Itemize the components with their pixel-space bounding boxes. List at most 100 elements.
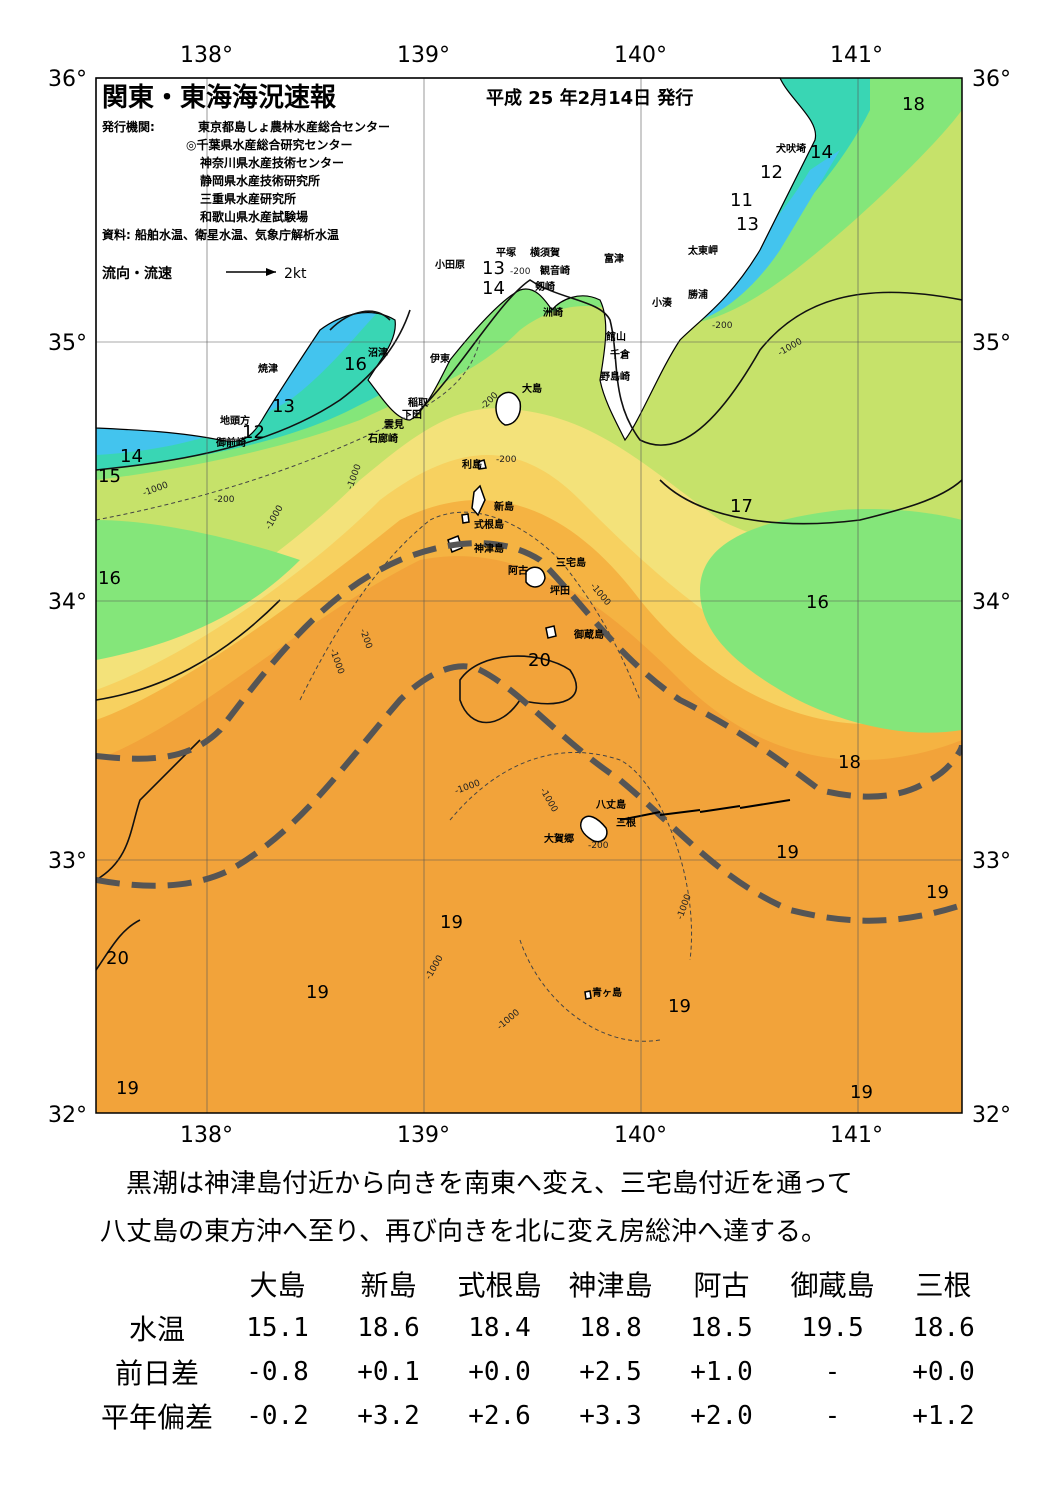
- row-label: 水温: [128, 1313, 185, 1346]
- place-label: 稲取: [408, 396, 429, 409]
- issuer-item: 神奈川県水産技術センター: [200, 155, 344, 170]
- table-cell: 18.6: [912, 1313, 975, 1343]
- issuer-item: 東京都島しょ農林水産総合センター: [198, 119, 390, 134]
- map-title: 関東・東海海況速報: [102, 83, 337, 113]
- sst-green-west: [96, 520, 300, 660]
- isotherms: [96, 279, 962, 971]
- column-header: 式根島: [457, 1269, 542, 1302]
- isotherm-label: 19: [306, 982, 329, 1003]
- table-corner: [92, 1262, 222, 1306]
- place-label: 青ヶ島: [592, 986, 622, 999]
- current-arrow: [659, 809, 701, 816]
- lon-label-bottom: 138°: [180, 1123, 233, 1148]
- place-label: 新島: [494, 500, 514, 513]
- place-label: 御蔵島: [573, 628, 604, 641]
- place-label: 小田原: [434, 258, 465, 271]
- table-cell: 15.1: [246, 1313, 309, 1343]
- legend-arrow-head: [266, 268, 276, 276]
- lat-label-right: 32°: [972, 1103, 1011, 1128]
- lon-label-top: 138°: [180, 43, 233, 68]
- lon-label-bottom: 140°: [614, 1123, 667, 1148]
- depth-label: -200: [214, 495, 235, 505]
- place-label: 野島崎: [600, 370, 630, 383]
- place-label: 三根: [616, 816, 636, 829]
- kuroshio-summary: 黒潮は神津島付近から向きを南東へ変え、三宅島付近を通って 八丈島の東方沖へ至り、…: [100, 1160, 1000, 1256]
- table-cell: -0.8: [246, 1357, 309, 1387]
- table-cell: 18.4: [468, 1313, 531, 1343]
- place-label: 下田: [402, 409, 422, 421]
- place-label: 伊東: [429, 352, 450, 365]
- isotherm-label: 19: [926, 882, 949, 903]
- isotherm-label: 11: [730, 190, 753, 211]
- isotherm-line: [96, 919, 141, 971]
- depth-contour: [449, 752, 693, 961]
- depth-contour: [519, 939, 661, 1042]
- isotherm-line: [659, 479, 962, 525]
- table-cell: 18.6: [357, 1313, 420, 1343]
- isotherm-labels: 18 14 12 11 13 13 14 16 13 12 14 15 17 1…: [98, 94, 949, 1103]
- place-label: 御前崎: [215, 436, 246, 449]
- table-cell: 18.5: [690, 1313, 753, 1343]
- place-label: 利島: [462, 458, 482, 471]
- table-cell: -: [824, 1401, 841, 1431]
- lon-label-top: 141°: [830, 43, 883, 68]
- legend-label: 流向・流速: [102, 265, 172, 282]
- place-label: 観音崎: [540, 264, 570, 277]
- isotherm-label: 13: [272, 396, 295, 417]
- place-label: 焼津: [258, 362, 278, 375]
- isotherm-label: 12: [242, 422, 265, 443]
- place-label: 八丈島: [595, 798, 626, 811]
- isotherm-line: [96, 739, 201, 881]
- grid: [96, 78, 962, 1113]
- isotherm-line: [96, 599, 281, 701]
- place-label: 千倉: [610, 348, 631, 361]
- isotherm-label: 12: [760, 162, 783, 183]
- isotherm-label: 20: [106, 948, 129, 969]
- axis-labels: 138° 139° 140° 141° 138° 139° 140° 141° …: [48, 43, 1011, 1148]
- place-label: 沼津: [368, 346, 388, 359]
- place-label: 大賀郷: [544, 832, 574, 845]
- lat-label-left: 35°: [48, 331, 87, 356]
- isotherm-label: 19: [850, 1082, 873, 1103]
- lat-label-left: 36°: [48, 67, 87, 92]
- place-label: 館山: [605, 330, 626, 343]
- lat-label-right: 33°: [972, 849, 1011, 874]
- table-cell: +2.0: [690, 1401, 753, 1431]
- place-label: 富津: [604, 252, 624, 265]
- lon-label-bottom: 139°: [397, 1123, 450, 1148]
- isotherm-label: 19: [440, 912, 463, 933]
- table-cell: +3.3: [579, 1401, 642, 1431]
- table-cell: -0.2: [246, 1401, 309, 1431]
- land-oshima: [495, 391, 522, 426]
- land-honshu: [95, 77, 817, 442]
- table-row: 水温 15.1 18.6 18.4 18.8 18.5 19.5 18.6: [92, 1306, 999, 1350]
- place-names: 小田原 平塚 横須賀 観音崎 富津 剱崎 洲崎 館山 千倉 野島崎 犬吠埼 太東…: [215, 142, 806, 999]
- table-cell: 18.8: [579, 1313, 642, 1343]
- lat-label-left: 32°: [48, 1103, 87, 1128]
- isotherm-line: [96, 309, 411, 471]
- isotherm-label: 20: [528, 650, 551, 671]
- place-label: 地頭方: [220, 414, 250, 427]
- issuer-item: ◎千葉県水産総合研究センター: [186, 137, 352, 152]
- isotherm-line: [459, 655, 577, 724]
- depth-label: -200: [712, 321, 733, 331]
- isotherm-label: 19: [668, 996, 691, 1017]
- table-cell: -: [824, 1357, 841, 1387]
- lat-label-left: 34°: [48, 590, 87, 615]
- table-row: 前日差 -0.8 +0.1 +0.0 +2.5 +1.0 - +0.0: [92, 1350, 999, 1394]
- land-miyakejima: [525, 566, 546, 588]
- lat-label-left: 33°: [48, 849, 87, 874]
- column-header: 大島: [249, 1269, 306, 1302]
- lon-label-top: 139°: [397, 43, 450, 68]
- land-aogashima: [584, 990, 592, 1000]
- current-vectors: [619, 799, 791, 821]
- place-label: 横須賀: [530, 246, 560, 259]
- land-shikinejima: [461, 513, 470, 524]
- kuroshio-axis-south: [96, 663, 962, 924]
- depth-label: -200: [510, 267, 531, 277]
- issue-date: 平成 25 年2月14日 発行: [486, 87, 693, 109]
- place-label: 剱崎: [534, 280, 555, 293]
- place-label: 神津島: [474, 542, 504, 555]
- data-source: 資料: 船舶水温、衛星水温、気象庁解析水温: [102, 227, 339, 242]
- current-arrow: [699, 805, 741, 813]
